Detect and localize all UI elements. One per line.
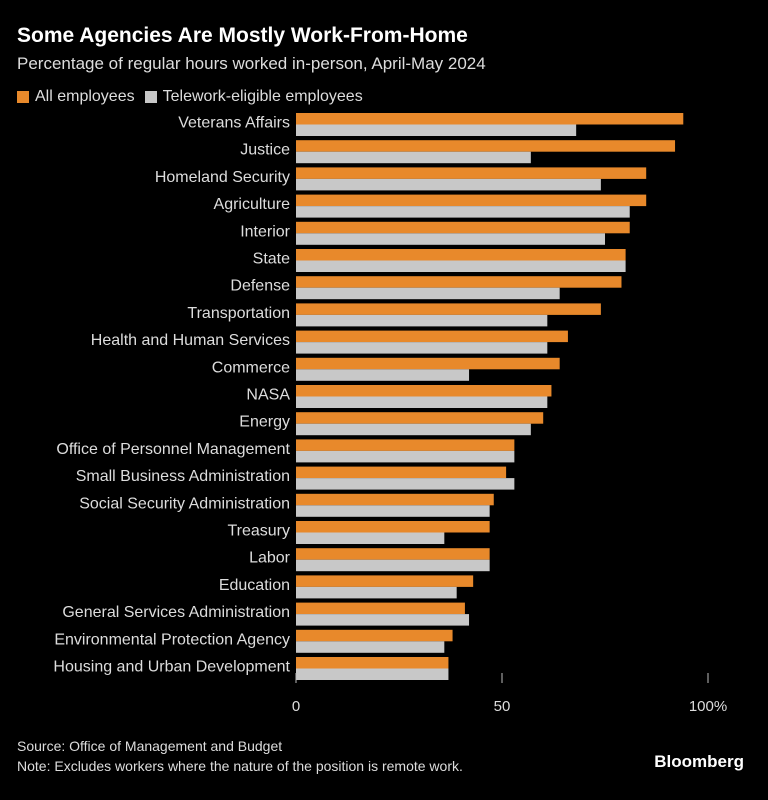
bar-all-employees bbox=[296, 221, 630, 234]
category-label: Commerce bbox=[212, 359, 290, 376]
legend-label-all: All employees bbox=[35, 88, 135, 105]
bar-telework-eligible bbox=[296, 124, 577, 136]
bar-all-employees bbox=[296, 249, 626, 261]
category-label: Small Business Administration bbox=[76, 468, 290, 485]
bar-all-employees bbox=[296, 330, 568, 343]
category-label: Office of Personnel Management bbox=[56, 441, 290, 458]
bar-telework-eligible bbox=[296, 586, 457, 599]
bar-all-employees bbox=[296, 385, 552, 397]
bar-telework-eligible bbox=[296, 342, 548, 354]
category-label: Treasury bbox=[227, 523, 290, 540]
category-label: General Services Administration bbox=[62, 604, 290, 621]
legend-item-all: All employees bbox=[17, 88, 135, 106]
bar-all-employees bbox=[296, 602, 465, 615]
category-label: Veterans Affairs bbox=[178, 115, 290, 132]
legend-swatch-telework bbox=[144, 91, 157, 103]
legend: All employees Telework-eligible employee… bbox=[17, 88, 373, 106]
x-axis-tick-label: 0 bbox=[292, 698, 300, 715]
chart-title: Some Agencies Are Mostly Work-From-Home bbox=[17, 24, 468, 47]
category-label: Defense bbox=[230, 278, 290, 295]
bar-all-employees bbox=[296, 357, 560, 370]
source-note: Source: Office of Management and Budget bbox=[17, 738, 283, 754]
footnote: Note: Excludes workers where the nature … bbox=[17, 758, 463, 774]
legend-item-telework: Telework-eligible employees bbox=[144, 88, 363, 106]
category-label: Labor bbox=[249, 550, 291, 567]
bar-all-employees bbox=[296, 629, 453, 642]
bar-telework-eligible bbox=[296, 641, 445, 653]
bar-chart: Veterans Affairs Justice Homeland Security… bbox=[53, 113, 727, 715]
bar-telework-eligible bbox=[296, 260, 626, 272]
bar-telework-eligible bbox=[296, 450, 515, 463]
x-axis-tick-label: 100% bbox=[689, 698, 727, 715]
category-label: State bbox=[253, 251, 290, 268]
bar-telework-eligible bbox=[296, 369, 470, 381]
bar-telework-eligible bbox=[296, 532, 445, 544]
bar-telework-eligible bbox=[296, 206, 630, 218]
bar-all-employees bbox=[296, 575, 474, 587]
category-label: Environmental Protection Agency bbox=[54, 631, 290, 648]
bar-telework-eligible bbox=[296, 178, 601, 191]
category-label: Health and Human Services bbox=[91, 332, 290, 349]
bar-telework-eligible bbox=[296, 314, 548, 327]
bar-telework-eligible bbox=[296, 505, 490, 517]
bar-telework-eligible bbox=[296, 233, 605, 245]
category-label: Interior bbox=[240, 223, 290, 240]
bar-all-employees bbox=[296, 493, 494, 506]
bar-telework-eligible bbox=[296, 668, 449, 680]
bar-all-employees bbox=[296, 521, 490, 533]
bloomberg-logo: Bloomberg bbox=[654, 752, 744, 771]
legend-swatch-all bbox=[17, 91, 29, 103]
bar-all-employees bbox=[296, 194, 647, 207]
bar-all-employees bbox=[296, 167, 647, 179]
chart-subtitle: Percentage of regular hours worked in-pe… bbox=[17, 54, 486, 73]
bar-all-employees bbox=[296, 412, 544, 424]
category-label: Energy bbox=[239, 414, 290, 431]
bar-all-employees bbox=[296, 140, 676, 152]
bar-all-employees bbox=[296, 439, 515, 451]
legend-label-telework: Telework-eligible employees bbox=[162, 88, 363, 105]
category-label: Justice bbox=[240, 142, 290, 159]
category-label: Housing and Urban Development bbox=[53, 659, 290, 676]
category-label: NASA bbox=[246, 387, 290, 404]
bar-all-employees bbox=[296, 113, 684, 125]
category-label: Transportation bbox=[187, 305, 290, 322]
bar-all-employees bbox=[296, 548, 490, 560]
bar-all-employees bbox=[296, 303, 601, 315]
category-label: Education bbox=[219, 577, 290, 594]
category-label: Agriculture bbox=[214, 196, 291, 213]
bar-telework-eligible bbox=[296, 151, 531, 164]
category-label: Homeland Security bbox=[155, 169, 290, 186]
bar-all-employees bbox=[296, 657, 449, 669]
x-axis-tick-label: 50 bbox=[494, 698, 511, 715]
bar-telework-eligible bbox=[296, 423, 531, 436]
category-label: Social Security Administration bbox=[79, 495, 290, 512]
bar-all-employees bbox=[296, 276, 622, 288]
bar-telework-eligible bbox=[296, 559, 490, 572]
bar-telework-eligible bbox=[296, 287, 560, 300]
bar-telework-eligible bbox=[296, 478, 515, 490]
bar-all-employees bbox=[296, 466, 507, 479]
bar-telework-eligible bbox=[296, 614, 470, 626]
bar-telework-eligible bbox=[296, 396, 548, 408]
